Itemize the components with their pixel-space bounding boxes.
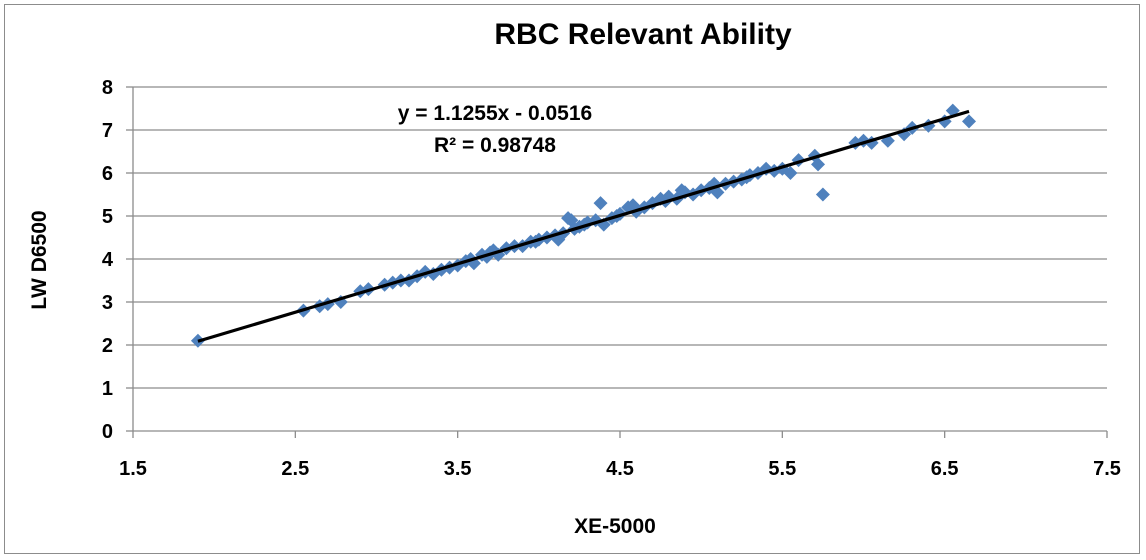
x-tick-label: 1.5 xyxy=(119,458,147,480)
y-tick-label: 5 xyxy=(102,206,113,228)
y-axis-label: LW D6500 xyxy=(28,210,51,309)
data-point xyxy=(962,114,977,129)
data-point xyxy=(811,157,826,172)
data-point xyxy=(625,198,640,213)
y-tick-label: 1 xyxy=(102,378,113,400)
x-axis-ticks: 1.5 2.5 3.5 4.5 5.5 6.5 7.5 xyxy=(119,431,1121,480)
x-tick-label: 7.5 xyxy=(1093,458,1121,480)
y-tick-label: 3 xyxy=(102,292,113,314)
chart-title: RBC Relevant Ability xyxy=(494,18,792,51)
trendline-group xyxy=(197,109,970,343)
trendline-r-squared: R² = 0.98748 xyxy=(434,134,556,157)
x-tick-label: 3.5 xyxy=(444,458,472,480)
y-tick-label: 4 xyxy=(102,249,114,271)
data-point xyxy=(815,187,830,202)
y-tick-label: 2 xyxy=(102,335,113,357)
x-axis-label: XE-5000 xyxy=(574,515,656,538)
y-axis-ticks: 0 1 2 3 4 5 6 7 8 xyxy=(102,77,133,443)
x-tick-label: 2.5 xyxy=(281,458,309,480)
x-tick-label: 4.5 xyxy=(606,458,634,480)
data-point xyxy=(561,211,576,226)
y-tick-label: 6 xyxy=(102,163,113,185)
data-point xyxy=(783,166,798,180)
y-tick-label: 7 xyxy=(102,120,113,142)
gridlines xyxy=(133,86,1107,389)
data-point xyxy=(674,183,689,198)
x-tick-label: 5.5 xyxy=(768,458,796,480)
y-tick-label: 8 xyxy=(102,77,113,99)
chart-frame xyxy=(4,4,1140,554)
trendline-equation: y = 1.1255x - 0.0516 xyxy=(398,102,592,125)
trendline xyxy=(197,109,970,343)
x-tick-label: 6.5 xyxy=(931,458,959,480)
y-tick-label: 0 xyxy=(102,421,113,443)
data-point xyxy=(593,196,608,211)
